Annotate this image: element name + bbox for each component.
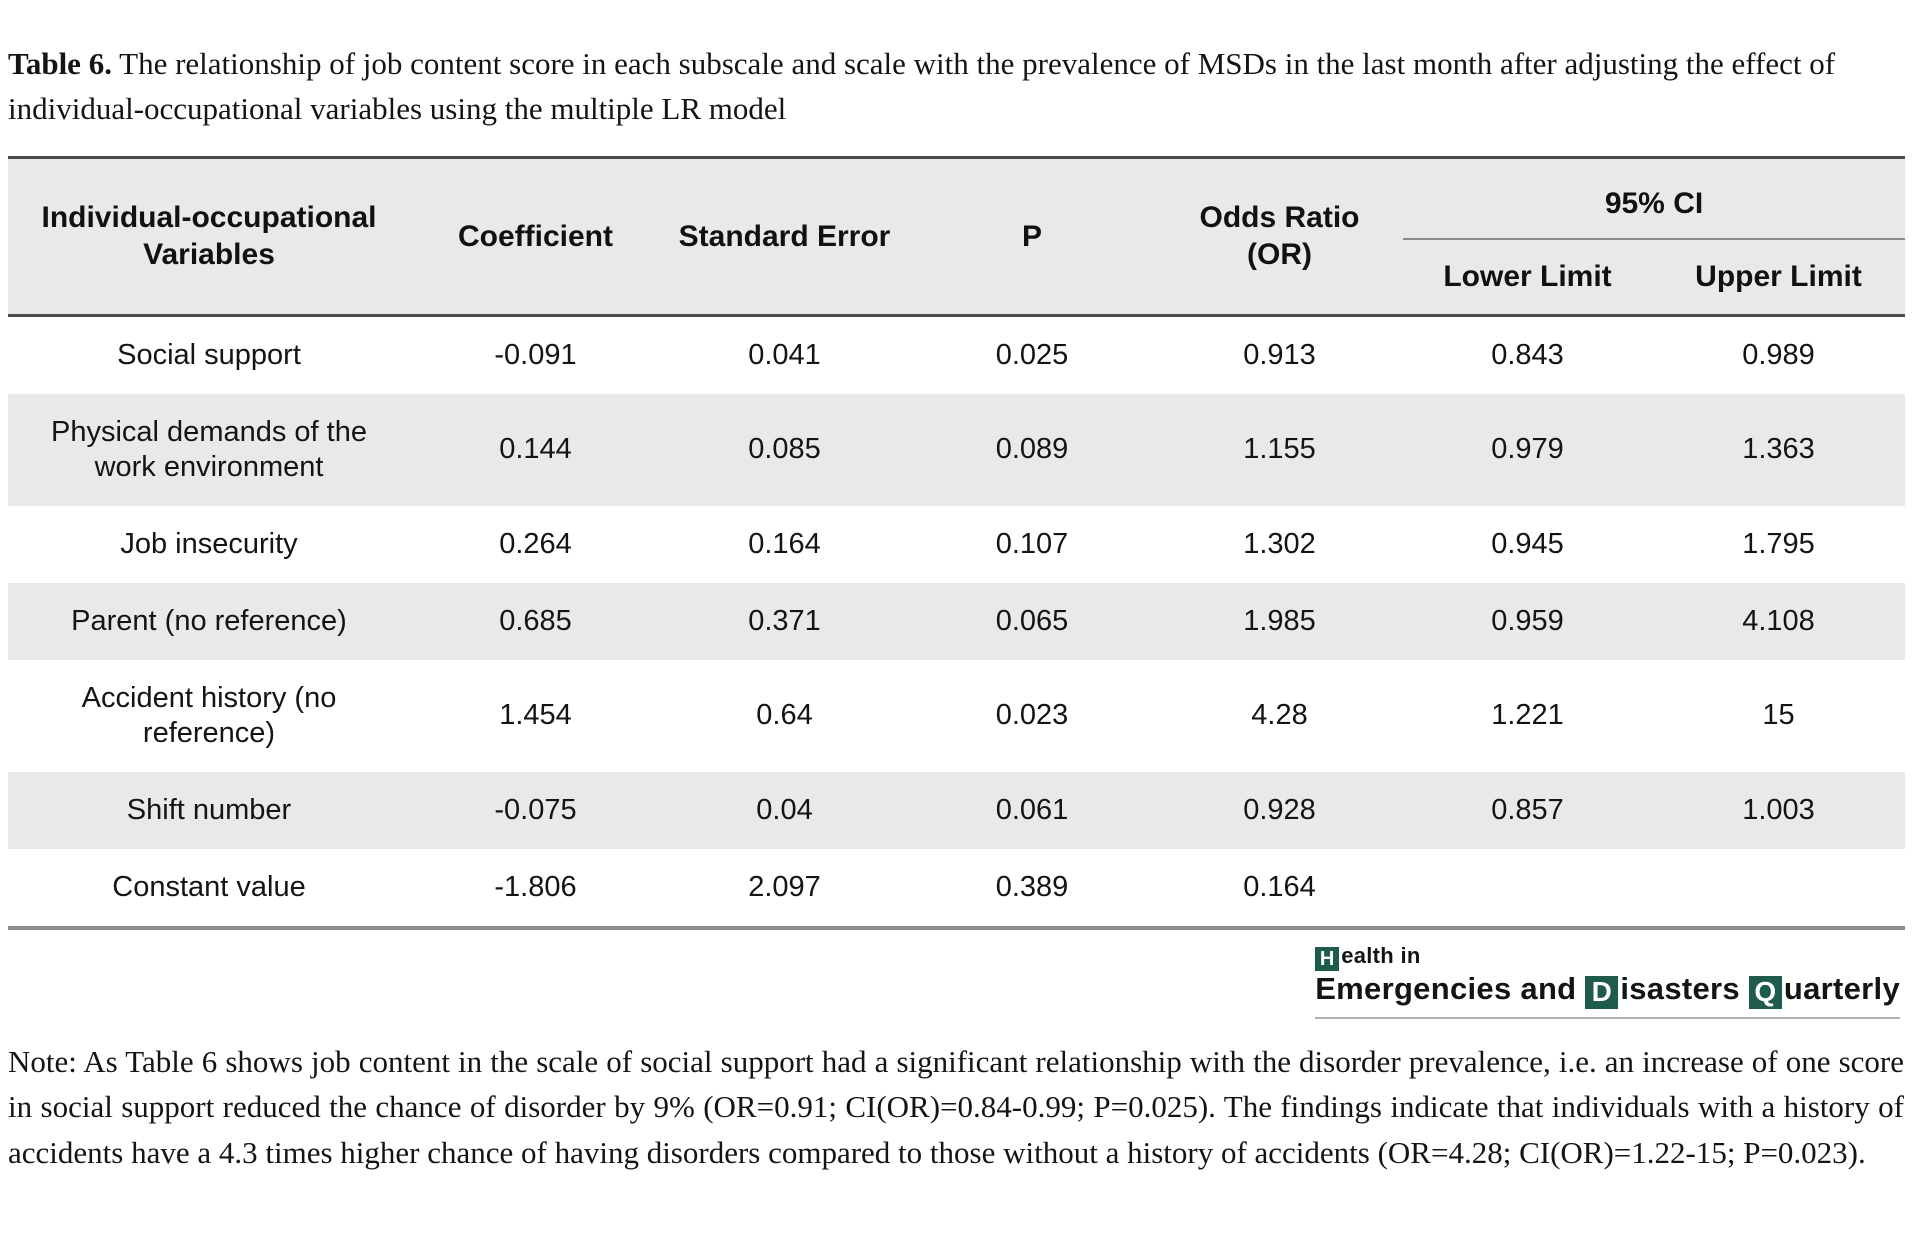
- header-coefficient: Coefficient: [410, 157, 661, 316]
- cell-standard-error: 0.041: [748, 338, 821, 371]
- cell-upper-limit: 0.989: [1742, 338, 1815, 371]
- cell-p: 0.089: [995, 433, 1069, 466]
- cell-coefficient: -0.091: [494, 338, 577, 371]
- cell-variable: Accident history (no reference): [81, 681, 337, 749]
- cell-odds-ratio: 4.28: [1251, 699, 1308, 732]
- cell-odds-ratio: 1.302: [1243, 527, 1316, 560]
- cell-lower-limit: 0.857: [1491, 793, 1564, 826]
- cell-p: 0.023: [995, 699, 1069, 732]
- table-header: Individual-occupational Variables Coeffi…: [8, 157, 1906, 316]
- header-p: P: [908, 157, 1156, 316]
- cell-upper-limit: 1.363: [1742, 433, 1815, 466]
- table-row: Shift number -0.075 0.04 0.061 0.928 0.8…: [8, 771, 1906, 849]
- cell-upper-limit: 15: [1762, 699, 1795, 732]
- cell-coefficient: 0.685: [499, 604, 572, 637]
- table-row: Physical demands of the work environment…: [8, 393, 1906, 506]
- logo-letter-d-icon: D: [1585, 975, 1619, 1009]
- cell-coefficient: -0.075: [494, 793, 577, 826]
- header-lower-limit: Lower Limit: [1403, 239, 1652, 316]
- cell-p: 0.065: [995, 604, 1069, 637]
- cell-standard-error: 0.085: [748, 433, 821, 466]
- header-odds-ratio: Odds Ratio (OR): [1156, 157, 1403, 316]
- cell-variable: Physical demands of the work environment: [51, 415, 367, 483]
- table-row: Constant value -1.806 2.097 0.389 0.164: [8, 848, 1906, 928]
- table-caption: Table 6. The relationship of job content…: [8, 42, 1904, 132]
- cell-lower-limit: [1403, 849, 1652, 928]
- cell-p: 0.107: [995, 527, 1069, 560]
- cell-p: 0.025: [995, 338, 1069, 371]
- cell-upper-limit: [1652, 849, 1905, 928]
- cell-variable: Social support: [117, 338, 301, 371]
- cell-lower-limit: 0.843: [1491, 338, 1564, 371]
- header-variables: Individual-occupational Variables: [8, 157, 410, 316]
- table-row: Parent (no reference) 0.685 0.371 0.065 …: [8, 582, 1906, 660]
- cell-coefficient: 1.454: [499, 699, 572, 732]
- logo-text-health-in: ealth in: [1341, 942, 1421, 968]
- cell-standard-error: 0.64: [756, 699, 813, 732]
- cell-variable: Constant value: [112, 870, 306, 903]
- cell-lower-limit: 0.945: [1491, 527, 1564, 560]
- cell-odds-ratio: 0.928: [1243, 793, 1316, 826]
- logo-text-isasters: isasters: [1620, 970, 1749, 1006]
- cell-odds-ratio: 0.164: [1243, 870, 1316, 903]
- cell-coefficient: 0.264: [499, 527, 572, 560]
- cell-odds-ratio: 0.913: [1243, 338, 1316, 371]
- cell-standard-error: 0.371: [748, 604, 821, 637]
- cell-p: 0.061: [995, 793, 1069, 826]
- table-row: Accident history (no reference) 1.454 0.…: [8, 659, 1906, 772]
- header-95-ci: 95% CI: [1403, 157, 1906, 241]
- logo-letter-q-icon: Q: [1748, 975, 1782, 1009]
- cell-p: 0.389: [995, 870, 1069, 903]
- cell-upper-limit: 1.795: [1742, 527, 1815, 560]
- cell-lower-limit: 0.979: [1491, 433, 1564, 466]
- cell-odds-ratio: 1.985: [1243, 604, 1316, 637]
- cell-upper-limit: 1.003: [1742, 793, 1815, 826]
- cell-upper-limit: 4.108: [1742, 604, 1815, 637]
- cell-coefficient: 0.144: [499, 433, 572, 466]
- cell-coefficient: -1.806: [494, 870, 577, 903]
- table-row: Social support -0.091 0.041 0.025 0.913 …: [8, 315, 1906, 394]
- cell-variable: Job insecurity: [120, 527, 298, 560]
- cell-standard-error: 0.04: [756, 793, 813, 826]
- logo-text-emergencies-and: Emergencies and: [1315, 970, 1586, 1006]
- cell-lower-limit: 0.959: [1491, 604, 1564, 637]
- table-row: Job insecurity 0.264 0.164 0.107 1.302 0…: [8, 505, 1906, 583]
- table-caption-label: Table 6.: [8, 46, 112, 81]
- cell-variable: Shift number: [126, 793, 292, 826]
- header-upper-limit: Upper Limit: [1652, 239, 1906, 316]
- cell-variable: Parent (no reference): [71, 604, 347, 637]
- logo-letter-h-icon: H: [1315, 946, 1340, 971]
- table-body: Social support -0.091 0.041 0.025 0.913 …: [8, 315, 1906, 928]
- cell-odds-ratio: 1.155: [1243, 433, 1316, 466]
- logo-text-uarterly: uarterly: [1783, 970, 1900, 1006]
- cell-standard-error: 2.097: [748, 870, 821, 903]
- table-caption-text: The relationship of job content score in…: [8, 46, 1836, 126]
- cell-lower-limit: 1.221: [1491, 699, 1564, 732]
- header-standard-error: Standard Error: [661, 157, 908, 316]
- note-text: Note: As Table 6 shows job content in th…: [8, 1043, 1904, 1170]
- cell-standard-error: 0.164: [748, 527, 821, 560]
- results-table: Individual-occupational Variables Coeffi…: [8, 155, 1906, 930]
